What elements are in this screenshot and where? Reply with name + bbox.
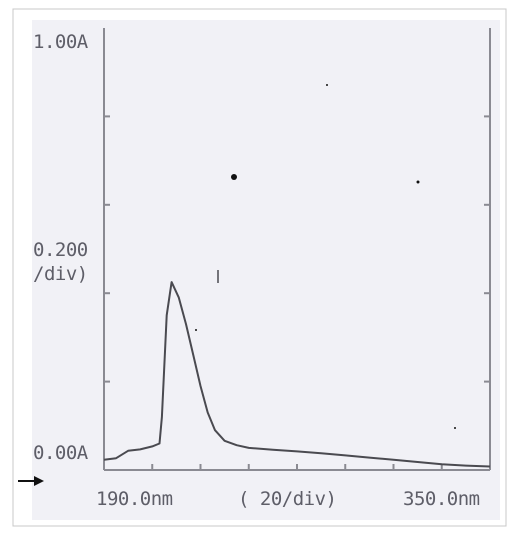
print-specks <box>195 84 456 429</box>
print-speck <box>416 180 420 184</box>
y-scale-label-line2: /div) <box>33 263 88 285</box>
tick-marks <box>104 115 490 470</box>
print-speck <box>454 427 456 429</box>
x-start-label: 190.0nm <box>96 488 173 510</box>
x-end-label: 350.0nm <box>403 488 480 510</box>
print-speck <box>195 329 197 331</box>
print-speck <box>231 174 237 180</box>
y-bottom-label: 0.00A <box>33 442 89 464</box>
y-top-label: 1.00A <box>33 31 89 53</box>
absorbance-series-line <box>103 281 491 468</box>
arrow-right-icon <box>18 476 44 486</box>
x-scale-label: ( 20/div) <box>238 488 336 510</box>
y-scale-label-line1: 0.200 <box>33 239 88 261</box>
paper-background <box>32 20 500 520</box>
print-speck <box>326 84 328 86</box>
